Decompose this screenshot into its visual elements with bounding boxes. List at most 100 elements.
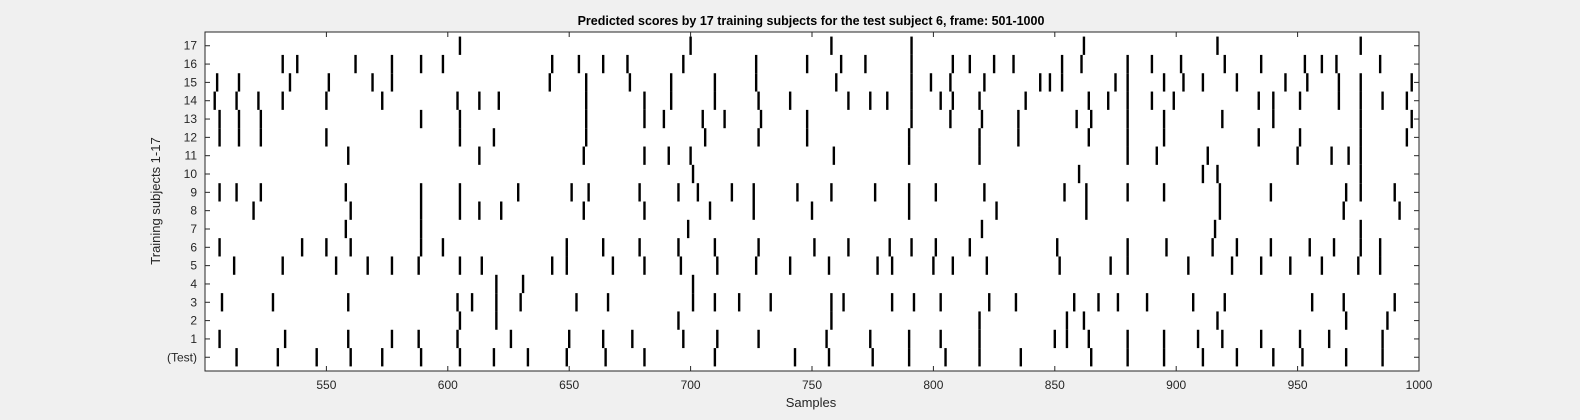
event-mark [886, 91, 889, 110]
event-mark [344, 219, 348, 239]
event-mark [752, 201, 755, 220]
event-mark [929, 73, 933, 92]
event-mark [582, 201, 585, 220]
event-mark [1024, 91, 1027, 110]
event-mark [951, 256, 955, 275]
event-mark [1077, 164, 1081, 184]
x-tick-label: 600 [438, 378, 458, 392]
event-mark [1259, 329, 1263, 349]
event-mark [325, 128, 328, 147]
event-mark [288, 73, 292, 92]
event-mark [349, 201, 352, 220]
event-mark [1259, 256, 1263, 275]
event-mark [713, 348, 717, 367]
event-mark [458, 311, 462, 330]
event-mark [1065, 329, 1069, 349]
event-mark [1048, 73, 1052, 92]
event-mark [1298, 128, 1302, 147]
event-mark [252, 201, 255, 220]
event-mark [237, 109, 241, 129]
event-mark [1393, 183, 1396, 202]
event-mark [548, 73, 551, 92]
event-mark [1269, 183, 1273, 202]
event-mark [1053, 329, 1056, 349]
event-mark [347, 146, 350, 165]
event-mark [478, 201, 481, 220]
event-mark [1347, 146, 1350, 165]
event-mark [478, 146, 481, 165]
event-mark [869, 91, 872, 110]
event-mark [1216, 311, 1219, 330]
event-mark [1206, 146, 1209, 165]
event-mark [907, 201, 911, 220]
event-mark [682, 54, 685, 74]
event-mark [271, 293, 275, 312]
event-mark [1126, 238, 1129, 257]
event-mark [713, 238, 717, 257]
event-mark [1330, 146, 1333, 165]
event-mark [458, 348, 462, 367]
event-mark [793, 348, 797, 367]
event-mark [259, 183, 263, 202]
event-mark [769, 293, 772, 312]
event-mark [497, 91, 500, 110]
event-mark [1087, 128, 1090, 147]
event-mark [1284, 73, 1287, 92]
y-tick-label: 6 [190, 240, 197, 254]
event-mark [1257, 128, 1260, 147]
event-mark [325, 91, 328, 110]
event-mark [1344, 183, 1348, 202]
event-mark [577, 54, 581, 74]
event-mark [276, 348, 280, 367]
event-mark [1378, 54, 1382, 74]
event-mark [585, 91, 588, 110]
event-mark [478, 91, 481, 110]
event-mark [723, 109, 726, 129]
event-mark [296, 54, 299, 74]
event-mark [551, 256, 554, 275]
event-mark [458, 109, 462, 129]
event-mark [932, 256, 935, 275]
event-mark [689, 146, 692, 165]
event-mark [686, 219, 690, 239]
event-mark [1182, 73, 1185, 92]
event-mark [1289, 256, 1292, 275]
event-mark [1301, 348, 1304, 367]
event-mark [788, 256, 792, 275]
axes-frame [204, 31, 1420, 372]
event-mark [682, 329, 685, 349]
event-mark [390, 54, 394, 74]
event-mark [805, 128, 809, 147]
event-mark [1405, 128, 1409, 147]
event-mark [1082, 36, 1086, 55]
event-mark [1298, 91, 1302, 110]
event-mark [300, 238, 304, 257]
event-mark [934, 183, 938, 202]
event-mark [980, 109, 984, 129]
event-mark [235, 183, 238, 202]
event-mark [643, 201, 646, 220]
event-mark [939, 91, 942, 110]
event-mark [585, 109, 588, 129]
event-mark [1410, 73, 1413, 92]
event-mark [1303, 54, 1307, 74]
event-mark [565, 238, 568, 257]
event-mark [983, 73, 986, 92]
event-mark [910, 109, 913, 129]
event-mark [696, 183, 700, 202]
chart-title: Predicted scores by 17 training subjects… [578, 14, 1045, 28]
event-mark [1097, 293, 1100, 312]
event-mark [1063, 183, 1066, 202]
event-mark [582, 146, 585, 165]
event-mark [626, 54, 629, 74]
y-tick-label: 3 [190, 295, 197, 309]
event-mark [441, 54, 445, 74]
event-mark [601, 238, 605, 257]
event-mark [907, 128, 911, 147]
event-mark [456, 91, 459, 110]
event-mark [237, 73, 241, 92]
event-mark [978, 348, 981, 367]
y-tick-label: (Test) [167, 350, 197, 364]
event-mark [281, 91, 284, 110]
